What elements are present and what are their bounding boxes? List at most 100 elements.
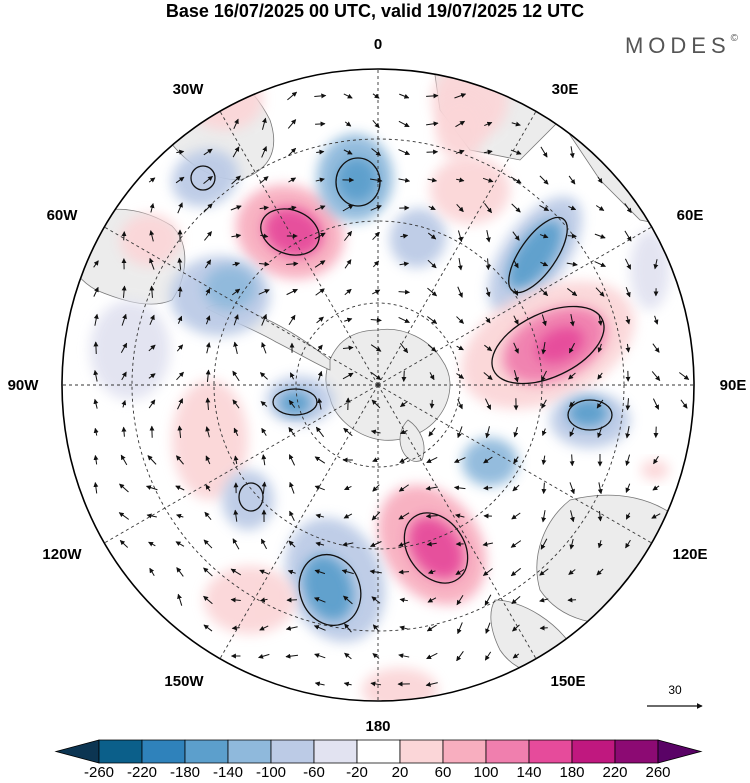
wind-arrow: [261, 427, 267, 436]
wind-arrow: [485, 316, 491, 324]
colorbar-swatch: [184, 739, 229, 764]
wind-arrow: [371, 399, 381, 409]
wind-arrow: [118, 512, 129, 520]
colorbar-swatch: [54, 739, 100, 764]
wind-arrow: [176, 455, 184, 465]
wind-arrow: [177, 257, 183, 270]
wind-arrow: [510, 149, 522, 155]
wind-arrow: [314, 597, 326, 603]
wind-arrow: [315, 121, 326, 127]
wind-arrow: [485, 230, 491, 243]
wind-arrow: [453, 485, 466, 491]
wind-arrow: [341, 569, 354, 575]
anomaly-region: [430, 156, 510, 224]
wind-arrow: [539, 625, 548, 631]
wind-arrow: [539, 597, 549, 603]
wind-arrow: [569, 314, 575, 327]
wind-arrow: [597, 511, 603, 522]
wind-arrow: [372, 624, 380, 632]
meridian-line: [104, 226, 379, 386]
wind-arrow: [369, 569, 382, 575]
wind-arrow: [540, 288, 549, 297]
wind-arrow: [148, 399, 156, 409]
wind-arrow: [93, 369, 99, 382]
wind-arrow: [624, 258, 632, 270]
wind-arrow: [343, 230, 353, 241]
wind-arrow: [231, 288, 241, 296]
wind-arrow: [259, 261, 270, 267]
wind-arrow: [205, 426, 211, 438]
wind-arrow: [427, 232, 437, 240]
wind-arrow: [539, 205, 550, 211]
wind-arrow: [289, 372, 295, 380]
contour-line: [403, 512, 469, 584]
wind-arrow: [425, 513, 438, 519]
wind-arrow: [121, 231, 127, 241]
wind-arrow: [370, 177, 383, 183]
wind-arrow: [289, 481, 295, 494]
colorbar-tick: -60: [303, 764, 325, 781]
wind-arrow: [259, 569, 269, 575]
wind-arrow: [597, 426, 603, 438]
wind-arrow: [568, 205, 577, 211]
wind-arrow: [596, 568, 604, 576]
wind-arrow: [289, 510, 295, 521]
anomaly-region: [279, 391, 311, 415]
lon-label-90w: 90W: [7, 377, 39, 394]
wind-arrow: [149, 257, 155, 270]
wind-arrow: [569, 401, 575, 407]
wind-arrow: [288, 314, 296, 325]
wind-arrow: [344, 288, 352, 296]
wind-arrow: [177, 315, 183, 324]
colorbar-swatch: [98, 739, 143, 764]
wind-arrow: [93, 313, 99, 326]
colorbar-tick: 220: [602, 764, 628, 781]
wind-arrow: [398, 120, 410, 128]
wind-arrow: [568, 569, 576, 575]
wind-arrow: [484, 651, 492, 661]
wind-arrow: [149, 314, 155, 326]
anomaly-region: [436, 100, 484, 160]
wind-arrow: [597, 540, 603, 549]
wind-arrow: [285, 625, 298, 631]
wind-arrow: [314, 569, 326, 575]
wind-arrow: [484, 398, 492, 410]
anomaly-region: [337, 158, 377, 202]
wind-arrow: [625, 512, 631, 520]
wind-arrow: [260, 401, 268, 407]
wind-arrow: [456, 373, 465, 379]
wind-arrow: [287, 205, 297, 211]
wind-arrow: [371, 511, 381, 521]
lon-label-150e: 150E: [550, 673, 586, 690]
wind-arrow: [343, 595, 353, 605]
wind-arrow: [231, 625, 240, 631]
colorbar-swatch: [399, 739, 444, 764]
wind-arrow: [568, 175, 576, 185]
wind-arrow: [149, 285, 155, 298]
anomaly-region: [362, 668, 438, 701]
wind-arrow: [230, 568, 242, 576]
contour-line: [260, 208, 320, 256]
colorbar-tick: 180: [559, 764, 585, 781]
colorbar-swatch: [141, 739, 186, 764]
colorbar-swatch: [313, 739, 358, 764]
colorbar-tick: 60: [434, 764, 452, 781]
colorbar-swatch: [356, 739, 401, 764]
wind-arrow: [176, 513, 184, 519]
land-mass: [536, 494, 684, 625]
wind-arrow: [149, 567, 155, 576]
wind-arrow: [314, 260, 326, 268]
wind-arrow: [261, 313, 267, 326]
colorbar-tick: -260: [83, 764, 115, 781]
wind-arrow: [258, 653, 270, 659]
contour-layer: [190, 157, 613, 627]
wind-arrow: [456, 594, 464, 606]
wind-arrow: [625, 483, 631, 493]
wind-arrow: [400, 233, 409, 239]
wind-arrow: [511, 512, 521, 520]
colorbar-swatch: [528, 739, 573, 764]
wind-arrow: [401, 370, 407, 382]
colorbar-tick: 100: [473, 764, 499, 781]
wind-arrow: [176, 371, 184, 381]
wind-arrow: [288, 177, 297, 183]
